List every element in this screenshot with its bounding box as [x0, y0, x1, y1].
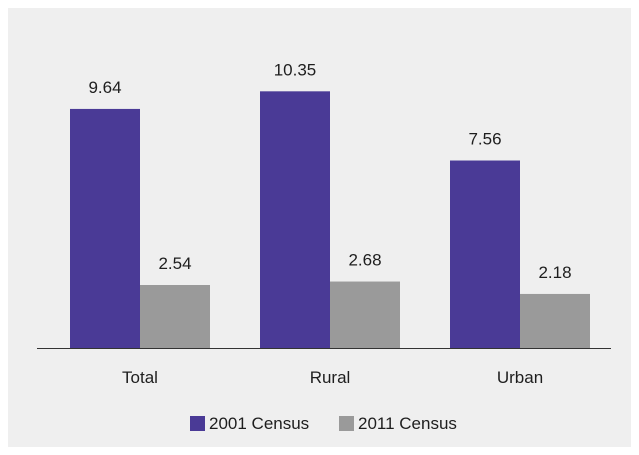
- legend-swatch-2001: [190, 416, 205, 431]
- data-label: 2.18: [538, 263, 571, 282]
- bar-total-2001: [70, 108, 140, 348]
- data-label: 2.54: [158, 254, 191, 273]
- x-tick-label-total: Total: [122, 368, 158, 387]
- data-label: 2.68: [348, 251, 381, 270]
- legend-label-2011: 2011 Census: [358, 414, 457, 433]
- data-label: 9.64: [88, 78, 121, 97]
- bar-urban-2011: [520, 293, 590, 348]
- legend-swatch-2011: [339, 416, 354, 431]
- bar-total-2011: [140, 285, 210, 348]
- bar-urban-2001: [450, 160, 520, 348]
- data-label: 7.56: [468, 130, 501, 149]
- bar-rural-2001: [260, 91, 330, 348]
- data-label: 10.35: [274, 60, 317, 79]
- x-tick-label-urban: Urban: [497, 368, 543, 387]
- x-tick-label-rural: Rural: [310, 368, 351, 387]
- legend-label-2001: 2001 Census: [209, 414, 309, 433]
- bar-rural-2011: [330, 281, 400, 348]
